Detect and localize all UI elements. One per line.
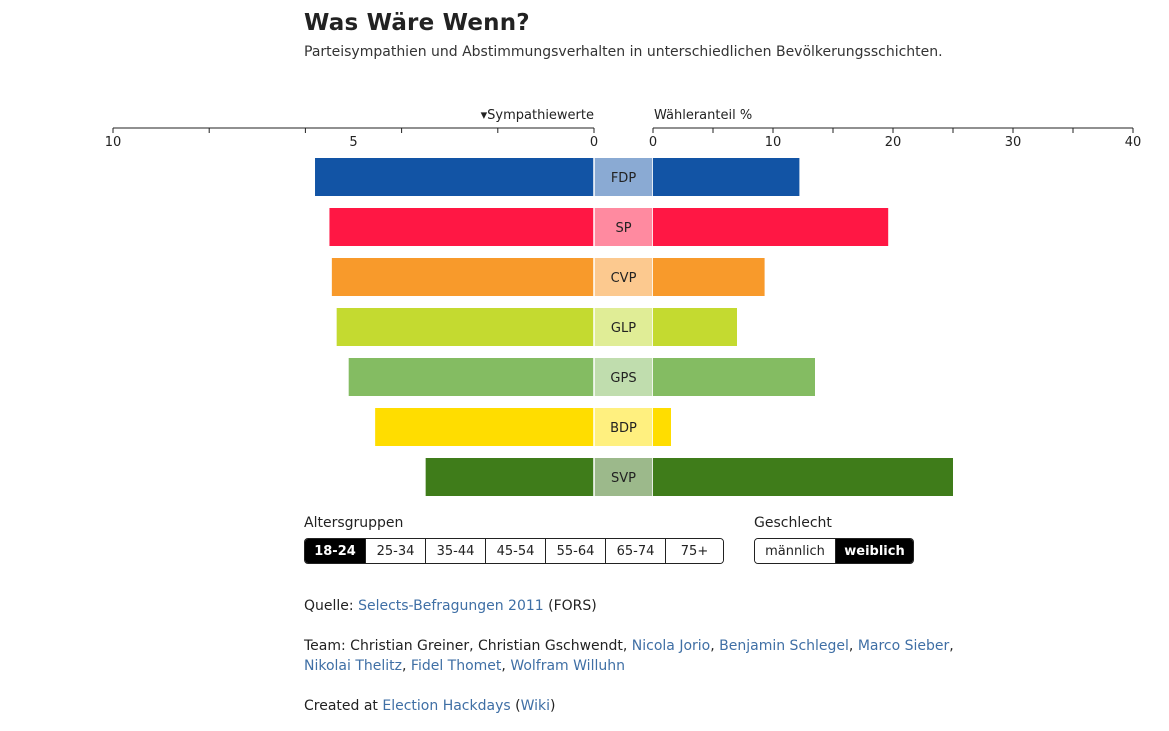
separator: ,	[402, 658, 411, 674]
team-prefix: Team: Christian Greiner, Christian Gschw…	[304, 638, 632, 654]
source-link[interactable]: Selects-Befragungen 2011	[358, 598, 544, 614]
sympathy-bar-fdp	[315, 158, 594, 196]
age-option-6574[interactable]: 65-74	[605, 539, 665, 563]
party-label-sp: SP	[615, 221, 631, 236]
team-link-jorio[interactable]: Nicola Jorio	[631, 638, 711, 654]
gender-label: Geschlecht	[754, 515, 832, 531]
party-label-glp: GLP	[611, 321, 636, 336]
age-option-3544[interactable]: 35-44	[425, 539, 485, 563]
source-suffix: (FORS)	[543, 598, 597, 614]
right-axis-tick-label: 10	[765, 135, 782, 150]
age-option-5564[interactable]: 55-64	[545, 539, 605, 563]
party-label-box-fdp	[594, 158, 653, 196]
created-prefix: Created at	[304, 698, 383, 714]
sympathy-bar-bdp	[375, 408, 594, 446]
age-option-75+[interactable]: 75+	[665, 539, 723, 563]
left-axis-title: ▾Sympathiewerte	[481, 108, 594, 123]
age-group-selector: 18-24 25-34 35-44 45-54 55-64 65-74 75+	[304, 538, 724, 564]
right-axis-tick-label: 0	[649, 135, 657, 150]
sympathy-bar-glp	[336, 308, 594, 346]
separator: ,	[848, 638, 858, 654]
right-axis-tick-label: 30	[1005, 135, 1022, 150]
left-axis-tick-label: 5	[349, 135, 357, 150]
team-link-thomet[interactable]: Fidel Thomet	[410, 658, 502, 674]
wiki-link[interactable]: Wiki	[520, 698, 550, 714]
vote-share-bar-cvp	[653, 258, 765, 296]
team-link-schlegel[interactable]: Benjamin Schlegel	[719, 638, 849, 654]
party-label-bdp: BDP	[610, 421, 637, 436]
vote-share-bar-bdp	[653, 408, 671, 446]
gender-option-weiblich[interactable]: weiblich	[835, 539, 913, 563]
age-option-1824[interactable]: 18-24	[305, 539, 365, 563]
page-subtitle: Parteisympathien und Abstimmungsverhalte…	[304, 44, 943, 60]
vote-share-bar-gps	[653, 358, 815, 396]
sympathy-bar-sp	[329, 208, 594, 246]
created-line: Created at Election Hackdays (Wiki)	[304, 696, 555, 716]
gender-selector: männlich weiblich	[754, 538, 914, 564]
party-label-box-bdp	[594, 408, 653, 446]
sympathy-bar-svp	[425, 458, 594, 496]
vote-share-bar-svp	[653, 458, 953, 496]
paren-open: (	[510, 698, 521, 714]
party-chart: ▾Sympathiewerte Wähleranteil % 10 5 0 0 10 20 30…	[105, 108, 1142, 496]
separator: ,	[501, 658, 511, 674]
party-label-fdp: FDP	[611, 171, 636, 186]
paren-close: )	[550, 698, 556, 714]
separator: ,	[949, 638, 954, 654]
team-link-willuhn[interactable]: Wolfram Willuhn	[510, 658, 625, 674]
team-link-sieber[interactable]: Marco Sieber	[857, 638, 950, 654]
hackdays-link[interactable]: Election Hackdays	[382, 698, 511, 714]
left-axis-tick-label: 0	[590, 135, 598, 150]
party-label-box-svp	[594, 458, 653, 496]
right-axis-tick-label: 40	[1125, 135, 1142, 150]
right-axis-title: Wähleranteil %	[654, 108, 752, 123]
vote-share-bar-glp	[653, 308, 737, 346]
party-label-gps: GPS	[610, 371, 636, 386]
left-axis-tick-label: 10	[105, 135, 122, 150]
party-label-cvp: CVP	[611, 271, 637, 286]
party-label-box-sp	[594, 208, 653, 246]
separator: ,	[710, 638, 720, 654]
sympathy-bar-gps	[348, 358, 594, 396]
party-label-box-glp	[594, 308, 653, 346]
team-line: Team: Christian Greiner, Christian Gschw…	[304, 636, 1004, 676]
age-option-2534[interactable]: 25-34	[365, 539, 425, 563]
page-title: Was Wäre Wenn?	[304, 10, 530, 36]
party-label-box-cvp	[594, 258, 653, 296]
party-label-svp: SVP	[611, 471, 636, 486]
party-label-box-gps	[594, 358, 653, 396]
source-prefix: Quelle:	[304, 598, 359, 614]
source-line: Quelle: Selects-Befragungen 2011 (FORS)	[304, 596, 597, 616]
vote-share-bar-sp	[653, 208, 889, 246]
team-link-thelitz[interactable]: Nikolai Thelitz	[304, 658, 402, 674]
sympathy-bar-cvp	[331, 258, 594, 296]
age-option-4554[interactable]: 45-54	[485, 539, 545, 563]
gender-option-männlich[interactable]: männlich	[755, 539, 835, 563]
age-group-label: Altersgruppen	[304, 515, 404, 531]
vote-share-bar-fdp	[653, 158, 800, 196]
right-axis-tick-label: 20	[885, 135, 902, 150]
